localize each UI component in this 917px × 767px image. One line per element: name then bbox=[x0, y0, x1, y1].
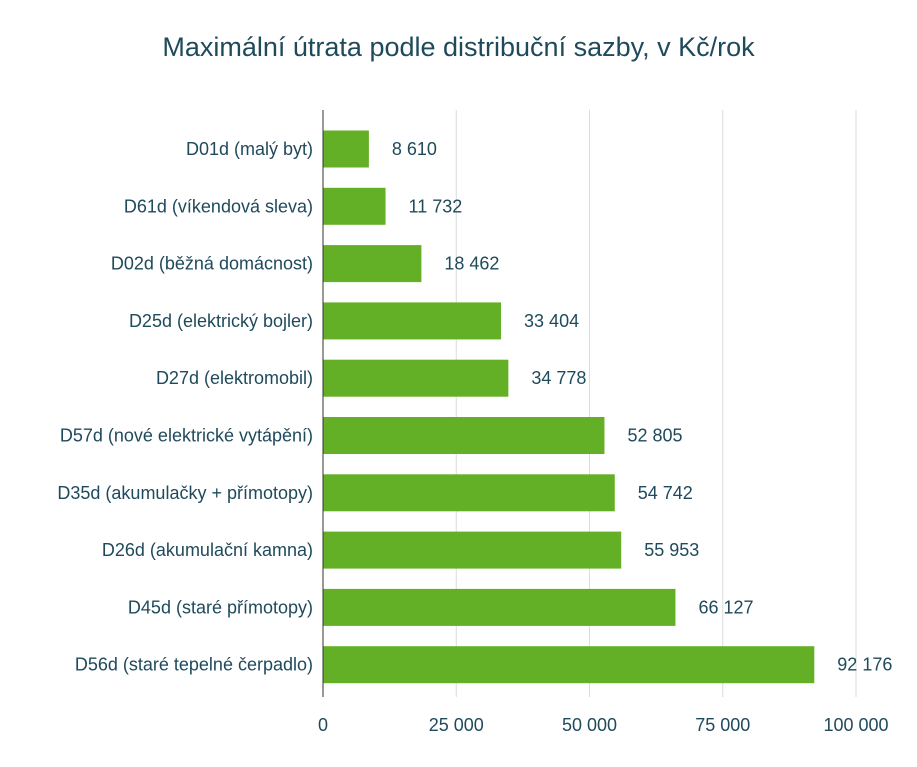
value-label-5: 52 805 bbox=[627, 426, 682, 446]
category-label-6: D35d (akumulačky + přímotopy) bbox=[57, 483, 313, 503]
value-label-1: 11 732 bbox=[409, 196, 463, 216]
bar-4 bbox=[323, 359, 509, 397]
value-label-8: 66 127 bbox=[698, 597, 753, 617]
value-label-4: 34 778 bbox=[531, 368, 586, 388]
value-label-6: 54 742 bbox=[638, 483, 693, 503]
bar-1 bbox=[323, 187, 386, 225]
category-label-0: D01d (malý byt) bbox=[186, 139, 313, 159]
x-tick-label-0: 0 bbox=[318, 715, 328, 735]
x-tick-label-1: 25 000 bbox=[429, 715, 484, 735]
bar-9 bbox=[323, 646, 815, 684]
value-label-3: 33 404 bbox=[524, 311, 579, 331]
x-tick-label-4: 100 000 bbox=[823, 715, 888, 735]
category-label-3: D25d (elektrický bojler) bbox=[129, 311, 313, 331]
bars bbox=[323, 130, 815, 684]
category-label-9: D56d (staré tepelné čerpadlo) bbox=[75, 655, 313, 675]
bar-8 bbox=[323, 588, 676, 626]
category-label-8: D45d (staré přímotopy) bbox=[128, 597, 313, 617]
x-tick-label-3: 75 000 bbox=[695, 715, 750, 735]
category-label-5: D57d (nové elektrické vytápění) bbox=[60, 426, 313, 446]
chart-title: Maximální útrata podle distribuční sazby… bbox=[162, 32, 755, 62]
bar-3 bbox=[323, 302, 502, 340]
category-label-4: D27d (elektromobil) bbox=[156, 368, 313, 388]
value-label-7: 55 953 bbox=[644, 540, 699, 560]
category-label-1: D61d (víkendová sleva) bbox=[124, 196, 313, 216]
value-label-9: 92 176 bbox=[837, 655, 892, 675]
category-label-7: D26d (akumulační kamna) bbox=[102, 540, 313, 560]
bar-7 bbox=[323, 531, 622, 569]
value-label-2: 18 462 bbox=[444, 254, 499, 274]
bar-5 bbox=[323, 417, 605, 454]
category-label-2: D02d (běžná domácnost) bbox=[111, 254, 313, 274]
labels: 0 25 000 50 000 75 000 100 000 D01d (malý byt… bbox=[57, 139, 892, 735]
bar-6 bbox=[323, 474, 615, 512]
x-tick-label-2: 50 000 bbox=[562, 715, 617, 735]
value-label-0: 8 610 bbox=[392, 139, 437, 159]
bar-0 bbox=[323, 130, 369, 168]
bar-2 bbox=[323, 245, 422, 283]
